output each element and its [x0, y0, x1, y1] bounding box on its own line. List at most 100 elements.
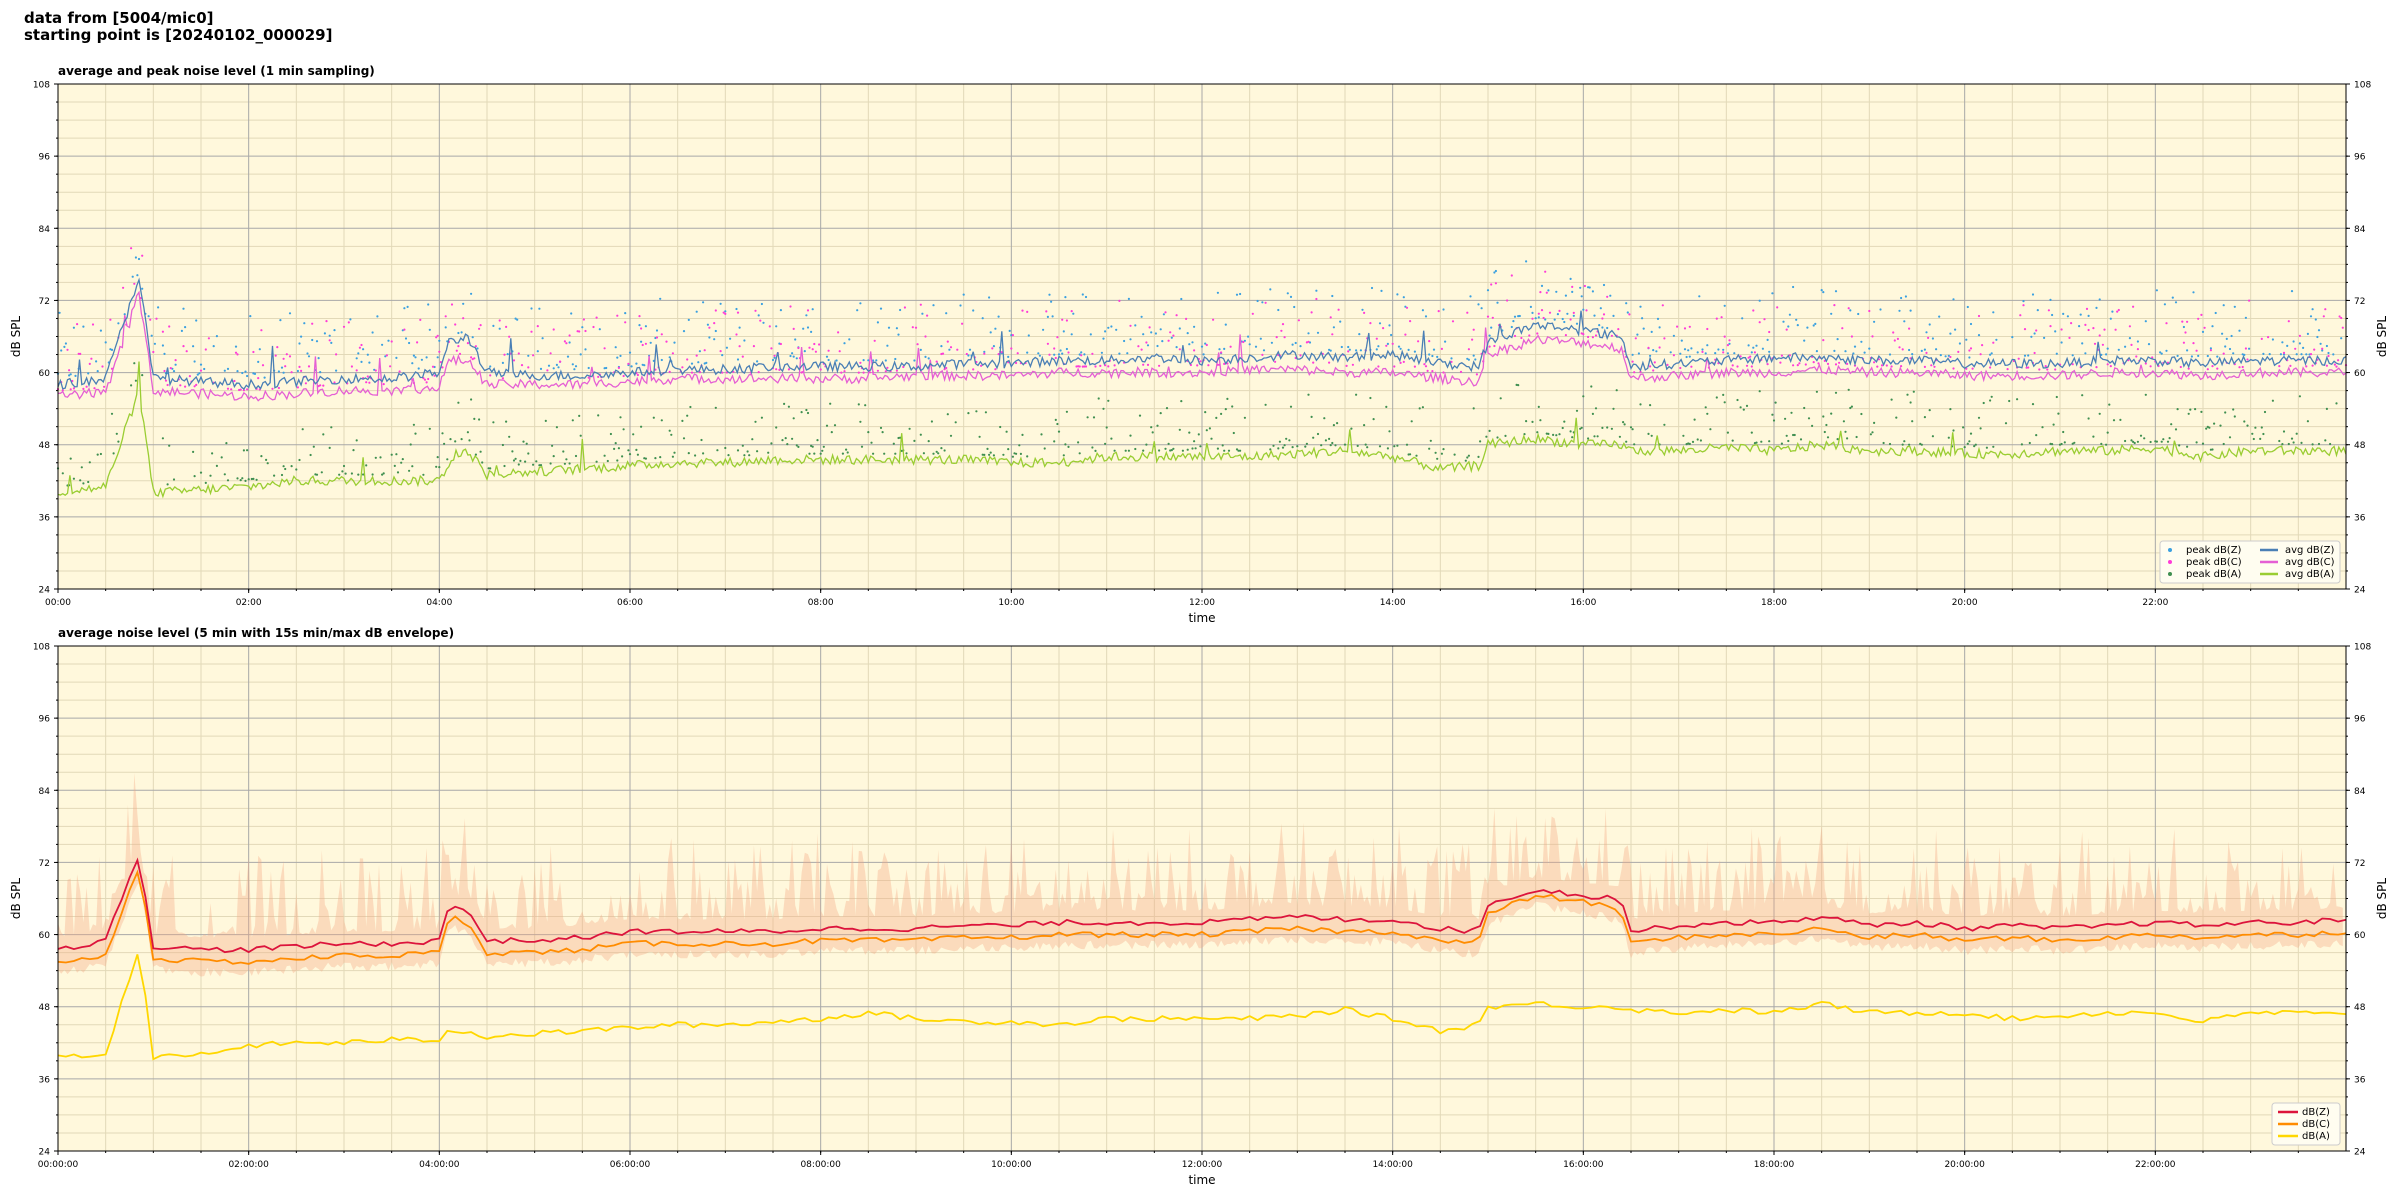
peak-c-point	[1331, 333, 1334, 336]
peak-c-point	[2095, 366, 2098, 369]
peak-z-point	[948, 348, 951, 351]
peak-c-point	[1046, 342, 1049, 345]
peak-z-point	[1834, 290, 1838, 293]
y-tick-label: 108	[33, 643, 50, 653]
peak-z-point	[333, 329, 336, 332]
peak-z-point	[462, 302, 465, 305]
peak-z-point	[702, 301, 705, 304]
peak-z-point	[1928, 323, 1931, 326]
peak-c-point	[668, 370, 671, 373]
peak-c-point	[1572, 311, 1575, 314]
peak-c-point	[814, 350, 818, 353]
peak-a-point	[535, 460, 538, 463]
peak-z-point	[682, 330, 686, 333]
peak-a-point	[1026, 455, 1029, 458]
peak-z-point	[2314, 318, 2317, 321]
peak-a-point	[859, 420, 862, 423]
peak-z-point	[1467, 358, 1470, 361]
starting-point-line: starting point is [20240102_000029]	[24, 26, 333, 44]
peak-z-point	[408, 341, 411, 345]
peak-a-point	[1002, 453, 1005, 456]
peak-c-point	[1591, 336, 1594, 339]
peak-a-point	[937, 452, 940, 455]
peak-z-point	[1057, 353, 1061, 356]
peak-z-point	[64, 342, 67, 345]
peak-a-point	[2189, 408, 2192, 411]
peak-c-point	[233, 379, 236, 383]
x-tick-label: 18:00	[1761, 598, 1787, 608]
peak-z-point	[2311, 308, 2314, 311]
peak-c-point	[924, 335, 927, 338]
peak-c-point	[778, 368, 781, 371]
peak-c-point	[2325, 364, 2328, 367]
peak-z-point	[1170, 336, 1173, 339]
peak-a-point	[2057, 412, 2060, 415]
peak-c-point	[714, 309, 717, 312]
peak-z-point	[644, 325, 648, 328]
peak-a-point	[988, 453, 991, 456]
peak-c-point	[1587, 335, 1590, 339]
peak-c-point	[2068, 336, 2071, 339]
peak-c-point	[1847, 307, 1850, 310]
peak-z-point	[1830, 312, 1833, 315]
peak-z-point	[1788, 313, 1791, 316]
peak-z-point	[1766, 338, 1769, 341]
peak-a-point	[989, 451, 992, 454]
peak-z-point	[1947, 354, 1950, 357]
y-axis-label-right: dB SPL	[2375, 316, 2389, 358]
peak-z-point	[1812, 324, 1815, 327]
peak-a-point	[1844, 430, 1847, 433]
peak-c-point	[374, 369, 377, 372]
peak-a-point	[579, 434, 582, 437]
peak-c-point	[368, 381, 371, 384]
peak-z-point	[1186, 332, 1189, 335]
peak-z-point	[1428, 353, 1431, 356]
peak-z-point	[2147, 343, 2151, 346]
peak-c-point	[1048, 353, 1051, 356]
peak-a-point	[1736, 398, 1739, 402]
peak-z-point	[1992, 311, 1995, 314]
peak-z-point	[1639, 305, 1642, 308]
peak-a-point	[872, 452, 875, 455]
peak-c-point	[1930, 364, 1933, 367]
peak-z-point	[1844, 350, 1847, 353]
peak-a-point	[2055, 395, 2058, 399]
peak-a-point	[1442, 448, 1445, 451]
peak-a-point	[1784, 417, 1787, 420]
peak-a-point	[246, 449, 249, 452]
peak-z-point	[997, 315, 1000, 318]
peak-c-point	[479, 324, 482, 327]
peak-a-point	[741, 444, 744, 447]
peak-a-point	[1830, 412, 1833, 415]
peak-a-point	[352, 449, 355, 452]
peak-a-point	[992, 454, 996, 457]
peak-a-point	[134, 379, 137, 382]
peak-z-point	[810, 330, 813, 333]
peak-a-point	[1165, 407, 1169, 410]
peak-z-point	[1223, 347, 1226, 350]
peak-z-point	[2079, 313, 2082, 316]
peak-a-point	[1343, 443, 1347, 446]
peak-z-point	[1084, 295, 1088, 299]
peak-z-point	[2244, 316, 2247, 319]
peak-a-point	[1285, 437, 1288, 440]
peak-c-point	[1467, 348, 1470, 351]
peak-z-point	[1602, 283, 1606, 287]
peak-z-point	[1129, 338, 1132, 341]
peak-c-point	[1409, 320, 1412, 323]
peak-c-point	[2340, 316, 2343, 320]
peak-a-point	[786, 443, 789, 446]
peak-z-point	[1388, 324, 1391, 327]
peak-z-point	[1873, 320, 1876, 323]
x-tick-label: 14:00:00	[1372, 1160, 1413, 1170]
envelope-band	[58, 772, 2343, 977]
peak-z-point	[258, 348, 261, 351]
peak-c-point	[2049, 325, 2052, 328]
peak-c-point	[2114, 328, 2117, 331]
peak-a-point	[446, 458, 449, 461]
peak-z-point	[1332, 326, 1335, 329]
peak-z-point	[296, 369, 299, 373]
peak-a-point	[1056, 422, 1059, 426]
peak-a-point	[470, 398, 473, 401]
